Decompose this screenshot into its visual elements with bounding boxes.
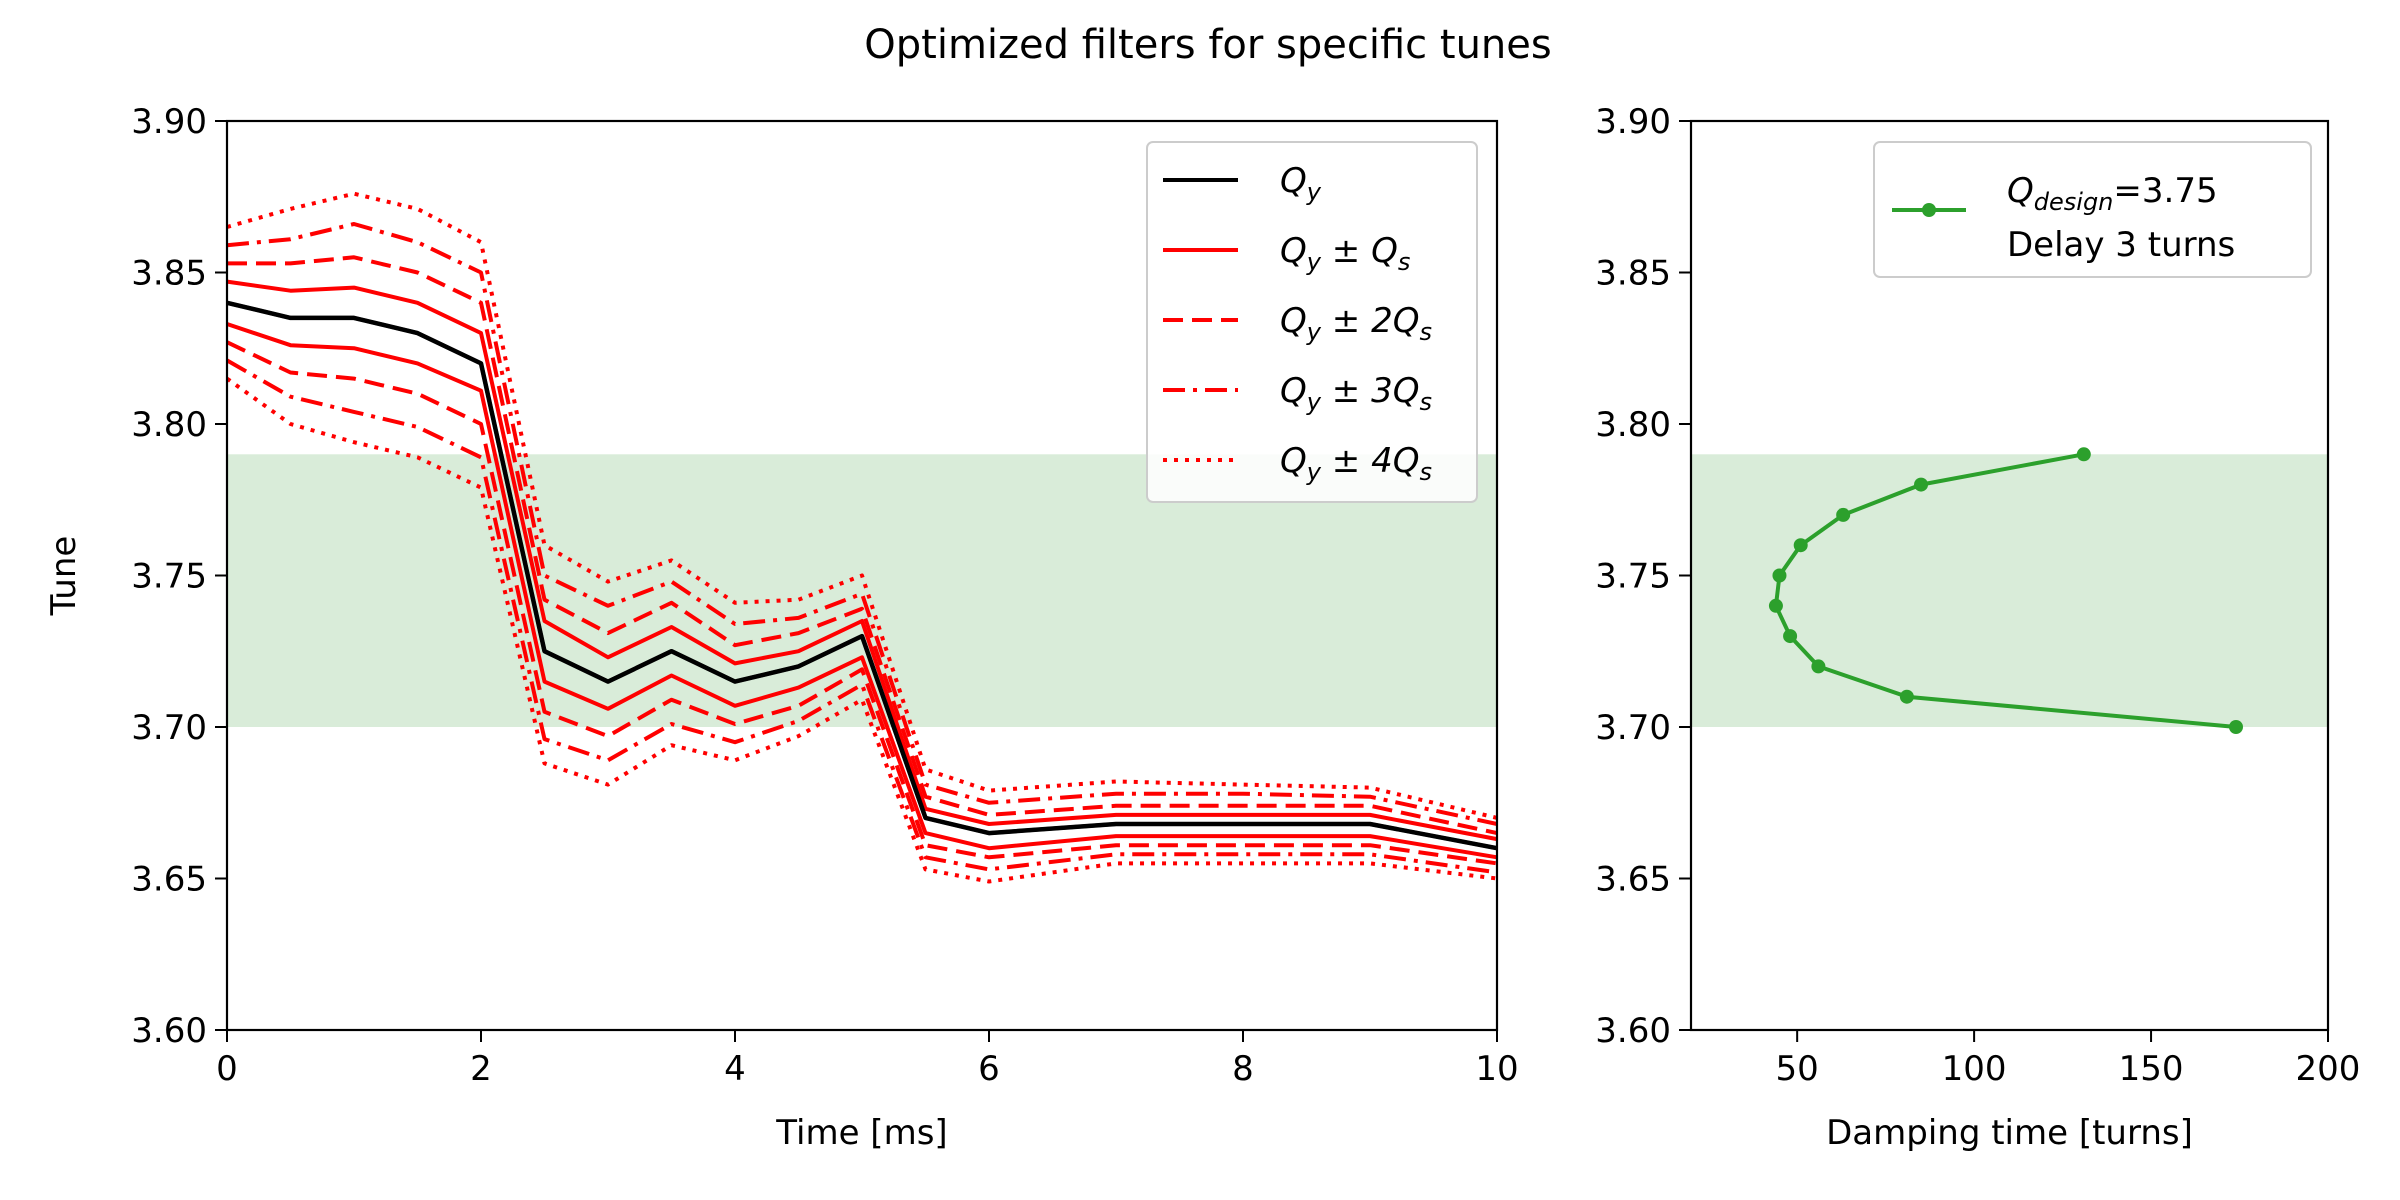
- x-tick-label: 0: [216, 1049, 238, 1089]
- data-point: [1811, 659, 1826, 674]
- x-tick-label: 200: [2296, 1049, 2361, 1089]
- legend-label-0: Qdesign=3.75: [2007, 171, 2218, 216]
- right-chart-panel: 3.60 3.65 3.70 3.75 3.80 3.85 3.90 50 100 150 200 D…: [1595, 102, 2360, 1153]
- y-tick-label: 3.75: [1595, 557, 1671, 597]
- y-axis-label: Tune: [44, 536, 84, 617]
- y-tick-label: 3.60: [1595, 1011, 1671, 1051]
- data-point: [1783, 629, 1798, 644]
- y-tick-label: 3.80: [1595, 405, 1671, 445]
- series-line-8: [225, 376, 1498, 884]
- x-tick-label: 10: [1475, 1049, 1518, 1089]
- series-line-qy-top: [226, 300, 1498, 851]
- legend-marker: [1922, 203, 1936, 217]
- x-tick-label: 150: [2119, 1049, 2184, 1089]
- legend-box: [1146, 141, 1478, 503]
- y-tick-label: 3.65: [131, 860, 207, 900]
- series-line-7: [226, 191, 1498, 820]
- y-tick-label: 3.90: [131, 102, 207, 142]
- x-tick-label: 4: [724, 1049, 746, 1089]
- series-line-4: [226, 340, 1498, 866]
- legend-label-1: Qy ± Qs: [1280, 231, 1410, 276]
- x-tick-label: 6: [978, 1049, 1000, 1089]
- shaded-tune-band: [1691, 454, 2328, 727]
- y-tick-label: 3.75: [131, 557, 207, 597]
- series-line-0: [1773, 452, 2237, 729]
- series-line-2: [226, 322, 1498, 860]
- series-line-1: [226, 279, 1498, 842]
- series-line-6: [226, 358, 1498, 875]
- data-point: [1914, 477, 1929, 492]
- legend-label-0: Qy: [1280, 161, 1322, 206]
- y-tick-label: 3.70: [131, 708, 207, 748]
- legend: Qy Qy ± Qs Qy ± 2Qs Qy ± 3Qs Qy ± 4Qs: [1146, 141, 1478, 503]
- x-tick-label: 8: [1232, 1049, 1254, 1089]
- x-axis-label: Time [ms]: [775, 1113, 947, 1153]
- data-point: [1899, 689, 1914, 704]
- legend: Qdesign=3.75 Delay 3 turns: [1873, 141, 2312, 278]
- data-point: [1836, 507, 1851, 522]
- data-point: [1768, 598, 1783, 613]
- data-point: [1793, 538, 1808, 553]
- series-line-3: [227, 255, 1498, 836]
- data-point: [2076, 447, 2091, 462]
- legend-label-4: Qy ± 4Qs: [1280, 441, 1432, 486]
- series-line-5: [226, 222, 1498, 826]
- y-tick-label: 3.90: [1595, 102, 1671, 142]
- x-tick-label: 100: [1942, 1049, 2007, 1089]
- y-tick-label: 3.60: [131, 1011, 207, 1051]
- legend-label-2: Qy ± 2Qs: [1280, 301, 1432, 346]
- legend-box: [1873, 141, 2312, 278]
- legend-label-3: Qy ± 3Qs: [1280, 371, 1432, 416]
- legend-label-0-line2: Delay 3 turns: [2007, 225, 2235, 265]
- left-chart-panel: 3.60 3.65 3.70 3.75 3.80 3.85 3.90 0 2 4 6 8 10 Time …: [44, 102, 1519, 1153]
- y-tick-label: 3.65: [1595, 860, 1671, 900]
- plot-area: [1768, 447, 2243, 734]
- y-tick-label: 3.70: [1595, 708, 1671, 748]
- plot-area: [225, 191, 1498, 884]
- data-point: [1772, 568, 1787, 583]
- x-axis-label: Damping time [turns]: [1826, 1113, 2193, 1153]
- y-tick-label: 3.85: [1595, 254, 1671, 294]
- y-tick-label: 3.80: [131, 405, 207, 445]
- x-tick-label: 50: [1776, 1049, 1819, 1089]
- data-point: [2228, 720, 2243, 734]
- figure-title: Optimized filters for specific tunes: [864, 22, 1551, 68]
- y-tick-label: 3.85: [131, 254, 207, 294]
- x-tick-label: 2: [470, 1049, 492, 1089]
